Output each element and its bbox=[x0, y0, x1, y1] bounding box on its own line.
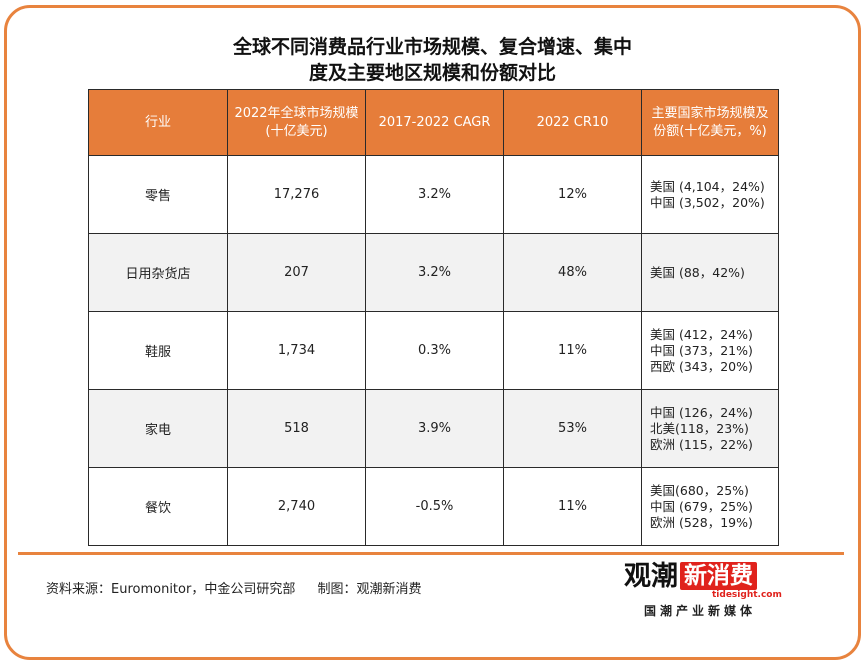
title-line-2: 度及主要地区规模和份额对比 bbox=[308, 62, 556, 84]
table-row: 餐饮 2,740 -0.5% 11% 美国(680，25%) 中国 (679，2… bbox=[88, 467, 779, 546]
table-row: 日用杂货店 207 3.2% 48% 美国 (88，42%) bbox=[88, 233, 779, 312]
header-regions: 主要国家市场规模及份额(十亿美元，%) bbox=[641, 89, 779, 156]
cell-size: 2,740 bbox=[227, 467, 366, 546]
region-entry: 美国(680，25%) bbox=[650, 482, 749, 498]
page-title: 全球不同消费品行业市场规模、复合增速、集中 度及主要地区规模和份额对比 bbox=[0, 34, 865, 86]
cell-cr10: 11% bbox=[503, 311, 642, 390]
cell-regions: 美国 (88，42%) bbox=[641, 233, 779, 312]
cell-size: 17,276 bbox=[227, 155, 366, 234]
cell-size: 207 bbox=[227, 233, 366, 312]
cell-cr10: 12% bbox=[503, 155, 642, 234]
cell-industry: 日用杂货店 bbox=[88, 233, 228, 312]
cell-cagr: 3.9% bbox=[365, 389, 504, 468]
cell-size: 1,734 bbox=[227, 311, 366, 390]
comparison-table: 行业 2022年全球市场规模(十亿美元) 2017-2022 CAGR 2022… bbox=[88, 89, 779, 546]
region-entry: 美国 (412，24%) bbox=[650, 326, 753, 342]
credit-text: 制图：观潮新消费 bbox=[317, 582, 422, 597]
region-entry: 欧洲 (528，19%) bbox=[650, 514, 753, 530]
logo-part-1: 观潮 bbox=[624, 561, 678, 592]
logo-part-2: 新消费 bbox=[680, 562, 757, 590]
cell-regions: 美国(680，25%) 中国 (679，25%) 欧洲 (528，19%) bbox=[641, 467, 779, 546]
brand-logo: 观潮 新消费 tidesight.com 国潮产业新媒体 bbox=[624, 562, 804, 619]
header-cr10: 2022 CR10 bbox=[503, 89, 642, 156]
header-market-size: 2022年全球市场规模(十亿美元) bbox=[227, 89, 366, 156]
region-entry: 中国 (679，25%) bbox=[650, 498, 753, 514]
table-row: 鞋服 1,734 0.3% 11% 美国 (412，24%) 中国 (373，2… bbox=[88, 311, 779, 390]
table-header-row: 行业 2022年全球市场规模(十亿美元) 2017-2022 CAGR 2022… bbox=[88, 89, 779, 156]
source-text: 资料来源：Euromonitor，中金公司研究部 bbox=[46, 582, 296, 597]
header-industry: 行业 bbox=[88, 89, 228, 156]
cell-industry: 家电 bbox=[88, 389, 228, 468]
logo-tagline: 国潮产业新媒体 bbox=[644, 604, 757, 618]
cell-cagr: 3.2% bbox=[365, 233, 504, 312]
logo-domain: tidesight.com bbox=[712, 590, 782, 600]
region-entry: 欧洲 (115，22%) bbox=[650, 436, 753, 452]
cell-cr10: 48% bbox=[503, 233, 642, 312]
footer-source: 资料来源：Euromonitor，中金公司研究部 制图：观潮新消费 bbox=[46, 578, 440, 597]
cell-regions: 中国 (126，24%) 北美(118，23%) 欧洲 (115，22%) bbox=[641, 389, 779, 468]
cell-regions: 美国 (412，24%) 中国 (373，21%) 西欧 (343，20%) bbox=[641, 311, 779, 390]
region-entry: 美国 (88，42%) bbox=[650, 264, 745, 280]
table-row: 家电 518 3.9% 53% 中国 (126，24%) 北美(118，23%)… bbox=[88, 389, 779, 468]
cell-industry: 鞋服 bbox=[88, 311, 228, 390]
region-entry: 北美(118，23%) bbox=[650, 420, 749, 436]
logo-wordmark: 观潮 新消费 bbox=[624, 562, 757, 592]
cell-regions: 美国 (4,104，24%) 中国 (3,502，20%) bbox=[641, 155, 779, 234]
region-entry: 中国 (3,502，20%) bbox=[650, 194, 765, 210]
cell-cagr: 0.3% bbox=[365, 311, 504, 390]
cell-industry: 零售 bbox=[88, 155, 228, 234]
cell-cagr: 3.2% bbox=[365, 155, 504, 234]
region-entry: 美国 (4,104，24%) bbox=[650, 178, 765, 194]
header-cagr: 2017-2022 CAGR bbox=[365, 89, 504, 156]
cell-cagr: -0.5% bbox=[365, 467, 504, 546]
region-entry: 中国 (126，24%) bbox=[650, 404, 753, 420]
region-entry: 西欧 (343，20%) bbox=[650, 358, 753, 374]
region-entry: 中国 (373，21%) bbox=[650, 342, 753, 358]
cell-cr10: 53% bbox=[503, 389, 642, 468]
title-line-1: 全球不同消费品行业市场规模、复合增速、集中 bbox=[232, 36, 632, 58]
cell-size: 518 bbox=[227, 389, 366, 468]
cell-industry: 餐饮 bbox=[88, 467, 228, 546]
table-row: 零售 17,276 3.2% 12% 美国 (4,104，24%) 中国 (3,… bbox=[88, 155, 779, 234]
cell-cr10: 11% bbox=[503, 467, 642, 546]
footer-divider bbox=[18, 552, 844, 555]
